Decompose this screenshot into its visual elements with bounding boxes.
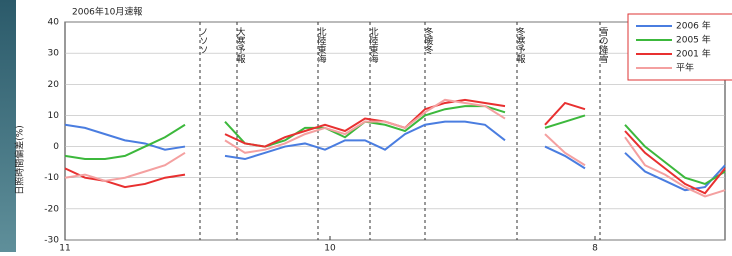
annotation: 大寒予報 [235,26,246,64]
series-line [65,100,725,197]
legend-label: 平年 [676,62,694,74]
y-tick-label: 20 [48,80,60,90]
y-tick-label: 40 [48,18,60,28]
y-tick-label: 0 [53,142,59,152]
annotation: ノソソ [198,27,208,54]
annotation: 冬寒予報 [515,26,526,64]
series-line [65,106,725,184]
legend-label: 2001 年 [676,48,711,60]
y-tick-label: 10 [48,111,60,121]
page: {"chart_data": {"type": "line", "title":… [0,0,732,252]
y-tick-label: 30 [48,49,60,59]
y-axis-label: 日照時間偏差(%) [14,125,26,195]
x-tick-label: 10 [324,244,336,253]
chart: 2006年10月速報 日照時間偏差(%) -30 -20 -10 0 10 20 30 40 1… [0,0,732,252]
x-tick-label: 11 [59,244,70,253]
legend-label: 2005 年 [676,34,711,46]
y-tick-label: -20 [44,204,59,214]
x-tick-label: 8 [592,244,598,253]
legend-label: 2006 年 [676,20,711,32]
annotation: 冬暖冬 [423,26,434,55]
chart-title: 2006年10月速報 [72,6,142,18]
y-tick-label: -10 [44,173,59,183]
side-strip [0,0,16,252]
annotation: 北陸東海 [316,27,327,64]
annotation: 北陸東海 [368,27,379,64]
annotation: 雪の降雪 [598,27,609,64]
y-tick-label: -30 [44,236,59,246]
